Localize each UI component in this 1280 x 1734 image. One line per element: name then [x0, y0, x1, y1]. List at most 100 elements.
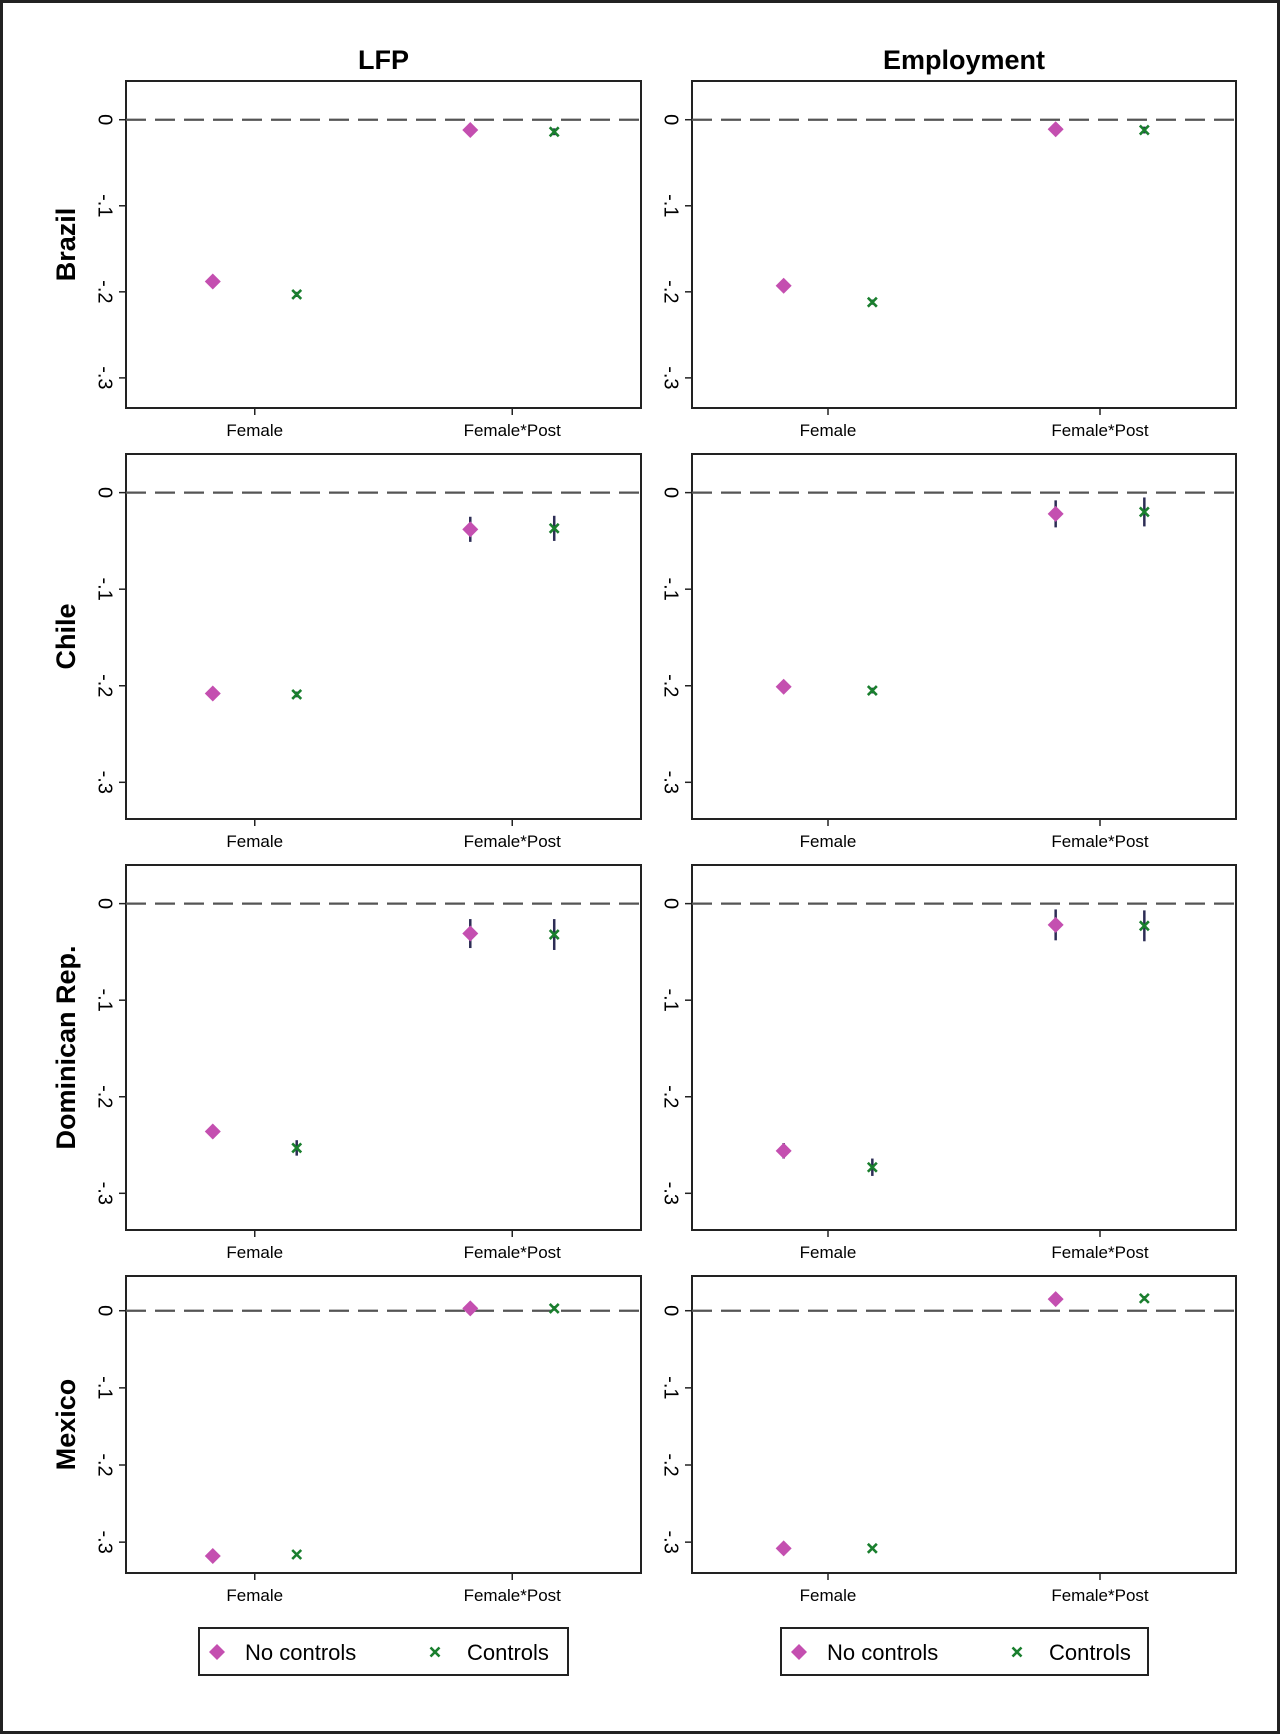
panel-chile-employment-no-controls-female-post-marker — [1047, 505, 1064, 522]
panel-mexico-employment-no-controls-female-marker — [775, 1540, 792, 1557]
panel-dominican-rep-lfp-controls-female-post-marker — [548, 929, 560, 940]
panel-brazil-employment-frame — [691, 80, 1237, 409]
legend-controls-label: Controls — [1049, 1640, 1131, 1665]
panel-brazil-employment-y-tick-label: -.1 — [660, 194, 682, 217]
legend-no-controls-marker — [791, 1644, 807, 1660]
row-label-chile: Chile — [51, 603, 81, 669]
legend-controls-marker — [429, 1646, 441, 1658]
panel-mexico-employment-y-tick-label: -.2 — [660, 1453, 682, 1476]
panel-chile-lfp-no-controls-female-marker — [204, 685, 221, 702]
panel-mexico-employment-frame — [691, 1275, 1237, 1574]
panel-brazil-lfp-no-controls-female-post-marker — [462, 122, 479, 139]
panel-dominican-rep-lfp-no-controls-female-post-marker — [462, 925, 479, 942]
panel-brazil-lfp: 0 -.1 -.2 -.3 Female Female*Post — [94, 80, 642, 440]
panel-brazil-lfp-controls-female-post-marker — [548, 126, 560, 138]
panel-mexico-lfp-controls-female-post-marker — [548, 1302, 560, 1314]
panel-chile-employment-y-tick-label: -.3 — [660, 771, 682, 794]
panel-chile-lfp-controls-female-marker — [291, 689, 303, 700]
legends: No controls Controls No controls Controls — [198, 1627, 1149, 1676]
panel-chile-employment-controls-female-post-marker — [1138, 506, 1150, 518]
panel-brazil-lfp-x-tick-label: Female — [226, 421, 283, 440]
panel-chile-employment: 0 -.1 -.2 -.3 Female Female*Post — [660, 453, 1237, 851]
panel-brazil-employment-x-tick-label: Female — [800, 421, 857, 440]
column-title-lfp: LFP — [358, 45, 409, 75]
panel-dominican-rep-employment-controls-female-marker — [866, 1161, 878, 1173]
panel-dominican-rep-lfp-no-controls-female-marker — [204, 1123, 221, 1140]
panel-mexico-employment-y-tick-label: -.1 — [660, 1376, 682, 1399]
panel-chile-employment-x-tick-label: Female — [800, 832, 857, 851]
panel-mexico-employment-no-controls-female-post-marker — [1047, 1291, 1064, 1308]
row-label-dominican-rep: Dominican Rep. — [51, 945, 81, 1149]
panel-brazil-employment-y-tick-label: 0 — [660, 114, 682, 125]
panel-chile-employment-y-tick-label: -.2 — [660, 674, 682, 697]
legend-no-controls-label: No controls — [827, 1640, 938, 1665]
panel-dominican-rep-lfp-y-tick-label: -.2 — [94, 1085, 116, 1108]
panel-brazil-lfp-y-tick-label: -.3 — [94, 366, 116, 389]
panel-dominican-rep-lfp: 0 -.1 -.2 -.3 Female Female*Post — [94, 864, 642, 1262]
panel-chile-employment-frame — [691, 453, 1237, 820]
panels: 0 -.1 -.2 -.3 Female Female*Post 0 -.1 -.2 -.3 Fem… — [94, 80, 1237, 1605]
panel-dominican-rep-lfp-frame — [125, 864, 642, 1231]
panel-chile-lfp-x-tick-label: Female — [226, 832, 283, 851]
panel-chile-lfp-y-tick-label: -.1 — [94, 578, 116, 601]
panel-brazil-employment-y-tick-label: -.2 — [660, 280, 682, 303]
panel-chile-lfp-no-controls-female-post-marker — [462, 521, 479, 538]
panel-mexico-employment-controls-female-post-marker — [1138, 1292, 1150, 1304]
panel-dominican-rep-lfp-x-tick-label: Female — [226, 1243, 283, 1262]
panel-dominican-rep-employment-no-controls-female-post-marker — [1047, 916, 1064, 933]
panel-mexico-lfp-no-controls-female-marker — [204, 1548, 221, 1565]
panel-mexico-lfp-controls-female-marker — [291, 1549, 303, 1560]
row-label-mexico: Mexico — [51, 1379, 81, 1471]
panel-dominican-rep-employment-y-tick-label: -.1 — [660, 989, 682, 1012]
panel-chile-employment-x-tick-label: Female*Post — [1051, 832, 1149, 851]
panel-dominican-rep-lfp-x-tick-label: Female*Post — [464, 1243, 562, 1262]
panel-dominican-rep-lfp-y-tick-label: -.1 — [94, 989, 116, 1012]
panel-mexico-lfp-y-tick-label: -.3 — [94, 1530, 116, 1553]
panel-chile-lfp-frame — [125, 453, 642, 820]
panel-brazil-lfp-x-tick-label: Female*Post — [464, 421, 562, 440]
panel-chile-employment-no-controls-female-marker — [775, 678, 792, 695]
panel-chile-lfp-y-tick-label: -.3 — [94, 771, 116, 794]
panel-brazil-lfp-y-tick-label: -.2 — [94, 280, 116, 303]
panel-chile-lfp-controls-female-post-marker — [548, 522, 560, 534]
legend-lfp: No controls Controls — [198, 1627, 569, 1676]
panel-dominican-rep-employment-controls-female-post-marker — [1138, 920, 1150, 932]
panel-brazil-lfp-no-controls-female-marker — [204, 273, 221, 290]
panel-chile-employment-y-tick-label: -.1 — [660, 578, 682, 601]
panel-mexico-lfp-frame — [125, 1275, 642, 1574]
panel-brazil-lfp-frame — [125, 80, 642, 409]
panel-dominican-rep-lfp-controls-female-marker — [291, 1142, 303, 1154]
panel-brazil-employment: 0 -.1 -.2 -.3 Female Female*Post — [660, 80, 1237, 440]
panel-dominican-rep-employment-x-tick-label: Female*Post — [1051, 1243, 1149, 1262]
panel-mexico-lfp-x-tick-label: Female*Post — [464, 1586, 562, 1605]
panel-dominican-rep-employment-x-tick-label: Female — [800, 1243, 857, 1262]
panel-mexico-lfp-y-tick-label: -.2 — [94, 1453, 116, 1476]
panel-brazil-lfp-controls-female-marker — [291, 288, 303, 300]
panel-chile-employment-controls-female-marker — [866, 685, 878, 696]
panel-brazil-employment-controls-female-post-marker — [1138, 124, 1150, 136]
panel-mexico-employment-x-tick-label: Female*Post — [1051, 1586, 1149, 1605]
legend-employment: No controls Controls — [780, 1627, 1149, 1676]
panel-mexico-lfp-y-tick-label: 0 — [94, 1305, 116, 1316]
panel-dominican-rep-employment-y-tick-label: -.3 — [660, 1182, 682, 1205]
labels: LFP Employment Brazil Chile Dominican Rep. Me… — [51, 45, 1045, 1470]
legend-controls-label: Controls — [467, 1640, 549, 1665]
panel-mexico-employment-y-tick-label: -.3 — [660, 1530, 682, 1553]
panel-mexico-lfp-y-tick-label: -.1 — [94, 1376, 116, 1399]
panel-dominican-rep-lfp-y-tick-label: 0 — [94, 898, 116, 909]
panel-chile-lfp-x-tick-label: Female*Post — [464, 832, 562, 851]
row-label-brazil: Brazil — [51, 208, 81, 282]
panel-mexico-lfp-x-tick-label: Female — [226, 1586, 283, 1605]
panel-brazil-employment-controls-female-marker — [866, 296, 878, 308]
panel-brazil-lfp-y-tick-label: 0 — [94, 114, 116, 125]
panel-chile-employment-y-tick-label: 0 — [660, 487, 682, 498]
panel-mexico-lfp-no-controls-female-post-marker — [462, 1300, 479, 1317]
legend-controls-marker — [1011, 1646, 1023, 1658]
panel-brazil-employment-no-controls-female-marker — [775, 277, 792, 294]
panel-brazil-employment-x-tick-label: Female*Post — [1051, 421, 1149, 440]
panel-chile-lfp: 0 -.1 -.2 -.3 Female Female*Post — [94, 453, 642, 851]
panel-dominican-rep-employment-no-controls-female-marker — [775, 1142, 792, 1159]
panel-mexico-employment-x-tick-label: Female — [800, 1586, 857, 1605]
panel-dominican-rep-employment: 0 -.1 -.2 -.3 Female Female*Post — [660, 864, 1237, 1262]
